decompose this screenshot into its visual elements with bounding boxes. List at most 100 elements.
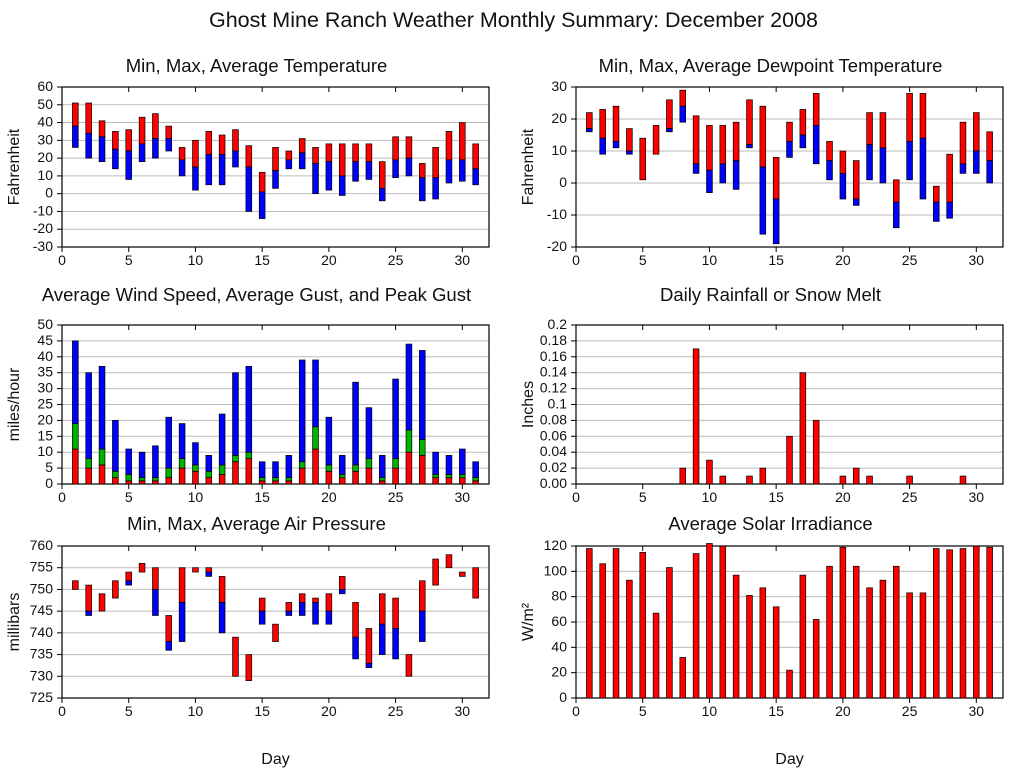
svg-text:10: 10 — [188, 489, 204, 505]
svg-text:Daily Rainfall or Snow Melt: Daily Rainfall or Snow Melt — [659, 284, 880, 305]
svg-text:0: 0 — [559, 689, 567, 705]
svg-text:760: 760 — [30, 537, 54, 553]
svg-text:755: 755 — [30, 559, 54, 575]
svg-text:miles/hour: miles/hour — [6, 367, 23, 441]
svg-text:50: 50 — [37, 316, 53, 332]
svg-text:5: 5 — [638, 252, 646, 268]
svg-text:20: 20 — [835, 252, 851, 268]
svg-text:-10: -10 — [546, 206, 566, 222]
svg-text:0: 0 — [572, 489, 580, 505]
svg-text:20: 20 — [551, 664, 567, 680]
svg-text:730: 730 — [30, 667, 54, 683]
svg-text:750: 750 — [30, 580, 54, 596]
svg-text:30: 30 — [37, 131, 53, 147]
svg-text:10: 10 — [37, 443, 53, 459]
svg-text:5: 5 — [45, 459, 53, 475]
svg-text:20: 20 — [551, 110, 567, 126]
svg-text:Average Solar Irradiance: Average Solar Irradiance — [668, 513, 872, 534]
svg-text:120: 120 — [543, 537, 567, 553]
svg-text:0.04: 0.04 — [539, 443, 566, 459]
svg-text:Average Wind Speed, Average Gu: Average Wind Speed, Average Gust, and Pe… — [42, 284, 471, 305]
svg-text:5: 5 — [638, 489, 646, 505]
svg-text:20: 20 — [321, 252, 337, 268]
svg-text:80: 80 — [551, 588, 567, 604]
svg-text:25: 25 — [901, 489, 917, 505]
svg-text:0.06: 0.06 — [539, 427, 566, 443]
svg-text:30: 30 — [551, 78, 567, 94]
svg-text:10: 10 — [701, 252, 717, 268]
svg-text:30: 30 — [455, 252, 471, 268]
svg-text:60: 60 — [551, 613, 567, 629]
svg-text:30: 30 — [968, 489, 984, 505]
svg-text:25: 25 — [901, 252, 917, 268]
svg-text:40: 40 — [37, 348, 53, 364]
svg-text:-20: -20 — [546, 238, 566, 254]
svg-text:745: 745 — [30, 602, 54, 618]
svg-text:0: 0 — [58, 703, 66, 719]
svg-text:0.2: 0.2 — [547, 316, 567, 332]
svg-text:40: 40 — [37, 114, 53, 130]
svg-text:30: 30 — [37, 380, 53, 396]
svg-text:10: 10 — [701, 703, 717, 719]
svg-text:10: 10 — [701, 489, 717, 505]
svg-text:15: 15 — [254, 703, 270, 719]
svg-text:-20: -20 — [33, 220, 53, 236]
svg-text:25: 25 — [388, 703, 404, 719]
svg-text:Fahrenheit: Fahrenheit — [520, 128, 537, 205]
svg-text:0: 0 — [58, 489, 66, 505]
svg-text:-10: -10 — [33, 202, 53, 218]
svg-text:0: 0 — [572, 252, 580, 268]
svg-text:0.12: 0.12 — [539, 380, 566, 396]
svg-text:10: 10 — [188, 252, 204, 268]
svg-text:0: 0 — [58, 252, 66, 268]
svg-text:5: 5 — [125, 489, 133, 505]
svg-text:735: 735 — [30, 646, 54, 662]
svg-text:45: 45 — [37, 332, 53, 348]
svg-text:60: 60 — [37, 78, 53, 94]
svg-text:20: 20 — [835, 703, 851, 719]
svg-text:Min, Max, Average Temperature: Min, Max, Average Temperature — [126, 55, 388, 76]
svg-text:740: 740 — [30, 624, 54, 640]
svg-text:0: 0 — [45, 475, 53, 491]
svg-text:20: 20 — [321, 489, 337, 505]
svg-text:Fahrenheit: Fahrenheit — [6, 128, 23, 205]
svg-text:20: 20 — [835, 489, 851, 505]
svg-text:15: 15 — [254, 252, 270, 268]
svg-text:5: 5 — [638, 703, 646, 719]
svg-text:15: 15 — [254, 489, 270, 505]
svg-text:0.08: 0.08 — [539, 411, 566, 427]
svg-text:10: 10 — [188, 703, 204, 719]
svg-text:Day: Day — [261, 751, 289, 768]
svg-text:0.16: 0.16 — [539, 348, 566, 364]
svg-text:0.02: 0.02 — [539, 459, 566, 475]
svg-text:W/m²: W/m² — [520, 602, 537, 641]
svg-text:0.18: 0.18 — [539, 332, 566, 348]
svg-text:30: 30 — [968, 252, 984, 268]
svg-text:millibars: millibars — [6, 593, 23, 652]
svg-text:20: 20 — [321, 703, 337, 719]
svg-text:5: 5 — [125, 703, 133, 719]
svg-text:15: 15 — [768, 703, 784, 719]
svg-text:25: 25 — [388, 489, 404, 505]
svg-text:0: 0 — [559, 174, 567, 190]
svg-text:0.14: 0.14 — [539, 364, 566, 380]
svg-text:5: 5 — [125, 252, 133, 268]
svg-text:-30: -30 — [33, 238, 53, 254]
svg-text:15: 15 — [768, 252, 784, 268]
svg-text:30: 30 — [455, 489, 471, 505]
svg-text:40: 40 — [551, 638, 567, 654]
svg-text:15: 15 — [37, 427, 53, 443]
svg-text:0.1: 0.1 — [547, 396, 567, 412]
svg-text:25: 25 — [37, 396, 53, 412]
svg-text:20: 20 — [37, 411, 53, 427]
svg-text:30: 30 — [968, 703, 984, 719]
svg-text:0: 0 — [45, 185, 53, 201]
svg-text:Min, Max, Average Air Pressure: Min, Max, Average Air Pressure — [127, 513, 386, 534]
svg-text:35: 35 — [37, 364, 53, 380]
svg-text:20: 20 — [37, 149, 53, 165]
svg-text:15: 15 — [768, 489, 784, 505]
svg-text:725: 725 — [30, 689, 54, 705]
svg-text:10: 10 — [551, 142, 567, 158]
svg-text:25: 25 — [901, 703, 917, 719]
svg-text:10: 10 — [37, 167, 53, 183]
